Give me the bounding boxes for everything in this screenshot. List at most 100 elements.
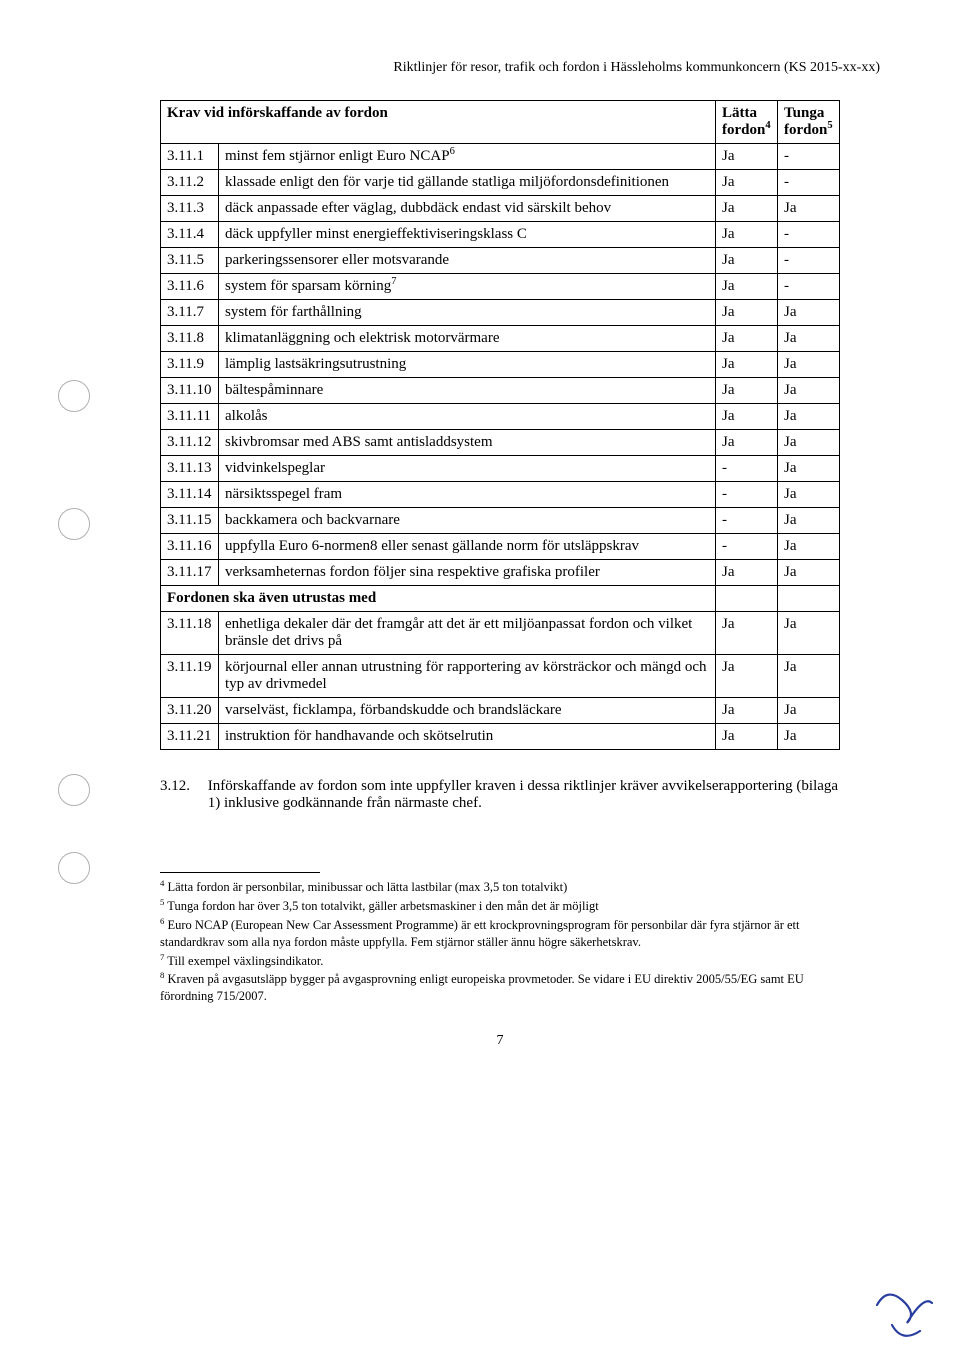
para-number: 3.12. [160,778,204,795]
row-text: parkeringssensorer eller motsvarande [219,248,716,274]
table-subheader: Fordonen ska även utrustas med [161,586,716,612]
row-text: skivbromsar med ABS samt antisladdsystem [219,430,716,456]
row-number: 3.11.19 [161,655,219,698]
row-text: däck uppfyller minst energieffektiviseri… [219,222,716,248]
col-light-header: Lätta fordon4 [716,101,778,144]
footnotes: 4 Lätta fordon är personbilar, minibussa… [160,879,840,1005]
row-number: 3.11.10 [161,378,219,404]
table-row: 3.11.5parkeringssensorer eller motsvaran… [161,248,840,274]
row-heavy: Ja [778,482,840,508]
row-heavy: - [778,222,840,248]
row-text: system för sparsam körning7 [219,274,716,300]
table-row: 3.11.18enhetliga dekaler där det framgår… [161,612,840,655]
row-heavy: Ja [778,534,840,560]
row-light: - [716,456,778,482]
signature-scribble [872,1285,942,1345]
row-heavy: Ja [778,508,840,534]
table-row: 3.11.15backkamera och backvarnare-Ja [161,508,840,534]
row-number: 3.11.11 [161,404,219,430]
col-heavy-header: Tunga fordon5 [778,101,840,144]
row-number: 3.11.12 [161,430,219,456]
row-number: 3.11.8 [161,326,219,352]
row-heavy: Ja [778,698,840,724]
row-light: Ja [716,724,778,750]
row-heavy: Ja [778,378,840,404]
table-row: 3.11.21instruktion för handhavande och s… [161,724,840,750]
table-row: 3.11.11alkolåsJaJa [161,404,840,430]
punch-hole [58,852,90,884]
row-text: klassade enligt den för varje tid gällan… [219,170,716,196]
row-text: system för farthållning [219,300,716,326]
row-light: Ja [716,144,778,170]
row-text: vidvinkelspeglar [219,456,716,482]
table-row: 3.11.3däck anpassade efter väglag, dubbd… [161,196,840,222]
row-text: uppfylla Euro 6-normen8 eller senast gäl… [219,534,716,560]
row-light: Ja [716,352,778,378]
table-row: 3.11.17verksamheternas fordon följer sin… [161,560,840,586]
row-light: Ja [716,326,778,352]
row-heavy: Ja [778,430,840,456]
table-row: 3.11.8klimatanläggning och elektrisk mot… [161,326,840,352]
row-light: - [716,534,778,560]
row-heavy: Ja [778,196,840,222]
row-heavy: - [778,274,840,300]
row-heavy: Ja [778,300,840,326]
table-row: 3.11.6system för sparsam körning7Ja- [161,274,840,300]
row-text: klimatanläggning och elektrisk motorvärm… [219,326,716,352]
row-number: 3.11.18 [161,612,219,655]
table-title: Krav vid införskaffande av fordon [161,101,716,144]
row-number: 3.11.13 [161,456,219,482]
row-light: Ja [716,196,778,222]
footnote-7: Till exempel växlingsindikator. [167,954,323,968]
table-row: 3.11.12skivbromsar med ABS samt antislad… [161,430,840,456]
row-heavy: Ja [778,352,840,378]
row-number: 3.11.21 [161,724,219,750]
row-light: Ja [716,170,778,196]
row-text: däck anpassade efter väglag, dubbdäck en… [219,196,716,222]
row-light: Ja [716,698,778,724]
row-light: Ja [716,560,778,586]
row-heavy: - [778,170,840,196]
row-light: Ja [716,612,778,655]
row-text: verksamheternas fordon följer sina respe… [219,560,716,586]
table-row: 3.11.7system för farthållningJaJa [161,300,840,326]
row-heavy: Ja [778,724,840,750]
table-row: 3.11.19körjournal eller annan utrustning… [161,655,840,698]
row-heavy: Ja [778,612,840,655]
table-row: 3.11.20varselväst, ficklampa, förbandsku… [161,698,840,724]
table-row: 3.11.10bältespåminnareJaJa [161,378,840,404]
paragraph-3-12: 3.12. Införskaffande av fordon som inte … [160,778,840,812]
row-heavy: Ja [778,326,840,352]
table-row: 3.11.14närsiktsspegel fram-Ja [161,482,840,508]
requirements-table: Krav vid införskaffande av fordon Lätta … [160,100,840,750]
row-light: - [716,508,778,534]
punch-hole [58,774,90,806]
table-row: 3.11.1minst fem stjärnor enligt Euro NCA… [161,144,840,170]
row-number: 3.11.3 [161,196,219,222]
row-text: körjournal eller annan utrustning för ra… [219,655,716,698]
row-text: lämplig lastsäkringsutrustning [219,352,716,378]
row-number: 3.11.1 [161,144,219,170]
row-text: instruktion för handhavande och skötselr… [219,724,716,750]
row-number: 3.11.9 [161,352,219,378]
row-number: 3.11.17 [161,560,219,586]
running-header: Riktlinjer för resor, trafik och fordon … [160,60,880,76]
row-text: närsiktsspegel fram [219,482,716,508]
row-heavy: - [778,248,840,274]
row-light: - [716,482,778,508]
row-light: Ja [716,222,778,248]
row-heavy: Ja [778,655,840,698]
row-number: 3.11.4 [161,222,219,248]
row-number: 3.11.2 [161,170,219,196]
table-row: 3.11.13vidvinkelspeglar-Ja [161,456,840,482]
row-text: enhetliga dekaler där det framgår att de… [219,612,716,655]
row-number: 3.11.14 [161,482,219,508]
row-number: 3.11.5 [161,248,219,274]
table-row: 3.11.9lämplig lastsäkringsutrustningJaJa [161,352,840,378]
row-number: 3.11.16 [161,534,219,560]
row-light: Ja [716,655,778,698]
row-text: alkolås [219,404,716,430]
row-text: backkamera och backvarnare [219,508,716,534]
footnote-rule [160,872,320,873]
row-text: varselväst, ficklampa, förbandskudde och… [219,698,716,724]
